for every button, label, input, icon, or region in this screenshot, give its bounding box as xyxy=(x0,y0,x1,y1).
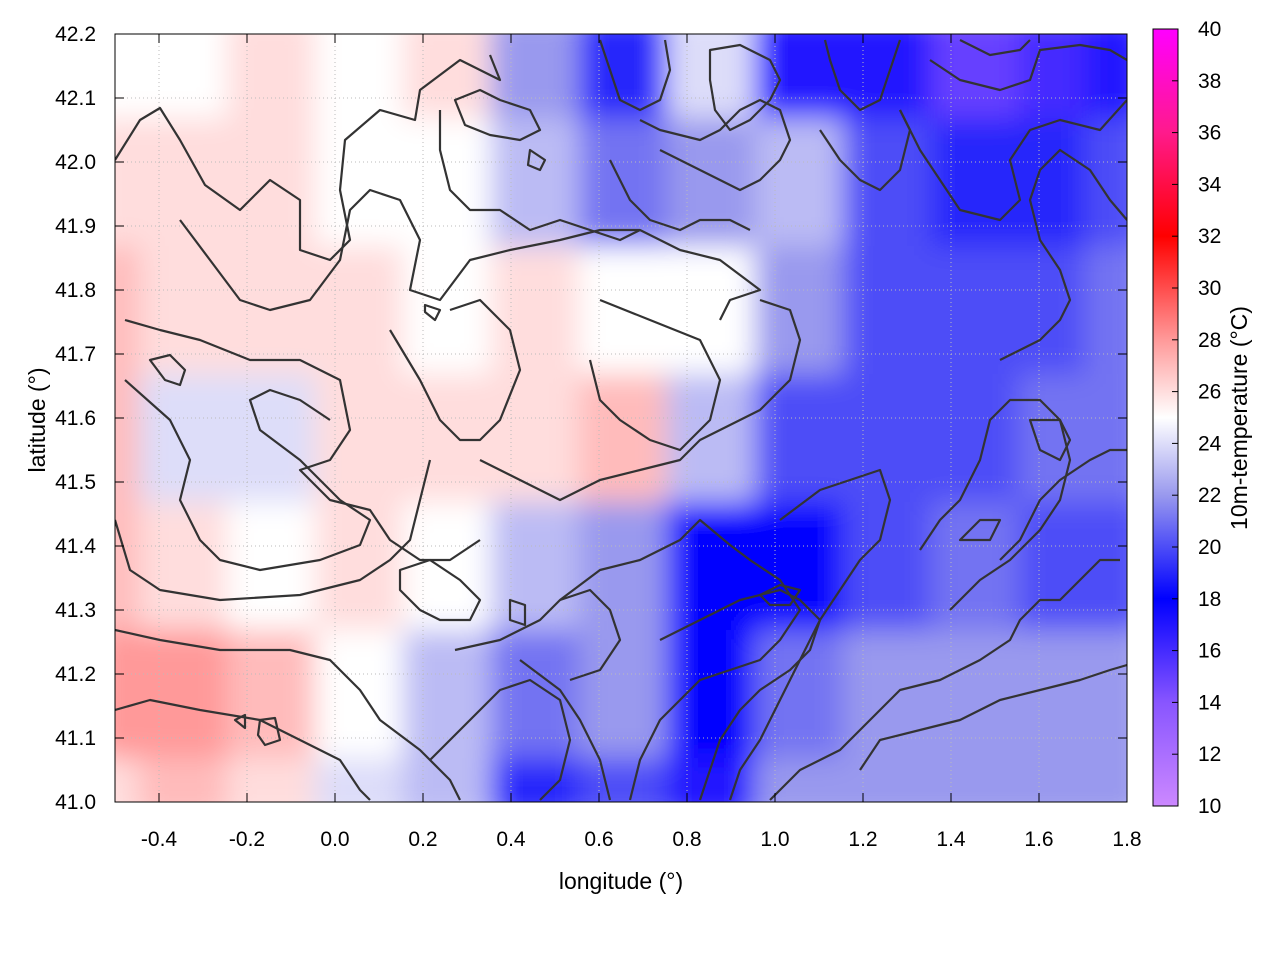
x-tick-label: 1.6 xyxy=(1024,828,1053,851)
colorbar-tick-label: 40 xyxy=(1198,18,1221,41)
contour-line xyxy=(609,159,751,232)
colorbar-tick-label: 16 xyxy=(1198,640,1221,663)
colorbar-label: 10m-temperature (°C) xyxy=(1226,306,1252,530)
contour-line xyxy=(398,558,482,622)
y-axis-label: latitude (°) xyxy=(24,367,50,472)
contour-line xyxy=(639,98,792,192)
y-tick-label: 41.4 xyxy=(55,535,96,558)
contour-line xyxy=(454,588,622,682)
contour-line xyxy=(958,518,1002,542)
contour-line xyxy=(124,379,372,572)
y-tick-label: 41.2 xyxy=(55,663,96,686)
contour-line xyxy=(819,109,912,192)
x-tick-label: 0.8 xyxy=(672,828,701,851)
contour-line xyxy=(148,353,187,387)
y-tick-label: 42.0 xyxy=(55,151,96,174)
contour-line xyxy=(438,110,641,242)
contour-line xyxy=(659,588,822,801)
contour-line xyxy=(999,448,1127,561)
x-tick-label: -0.2 xyxy=(229,828,265,851)
colorbar-scale xyxy=(1152,28,1179,807)
colorbar-tick-label: 22 xyxy=(1198,484,1221,507)
x-tick-label: 1.0 xyxy=(760,828,789,851)
colorbar-tick-label: 20 xyxy=(1198,536,1221,559)
x-tick-label: 0.2 xyxy=(408,828,437,851)
y-tick-label: 41.9 xyxy=(55,215,96,238)
y-tick-label: 41.3 xyxy=(55,599,96,622)
contour-line xyxy=(115,459,432,602)
contour-line xyxy=(115,698,371,801)
contour-line xyxy=(559,518,802,801)
contour-line xyxy=(453,88,542,142)
x-tick-label: 0.0 xyxy=(320,828,349,851)
contour-line xyxy=(728,468,892,801)
y-tick-label: 41.0 xyxy=(55,791,96,814)
y-tick-label: 41.5 xyxy=(55,471,96,494)
contour-line xyxy=(479,298,802,502)
contour-line xyxy=(115,54,502,262)
contour-line xyxy=(598,39,672,112)
contour-line xyxy=(769,558,1120,801)
colorbar-tick-label: 24 xyxy=(1198,432,1222,455)
contour-line xyxy=(233,713,247,730)
colorbar-tick-label: 10 xyxy=(1198,795,1221,818)
contour-line xyxy=(508,598,527,627)
contour-line xyxy=(823,39,902,112)
y-tick-label: 41.8 xyxy=(55,279,96,302)
contour-line xyxy=(859,663,1127,771)
contour-line xyxy=(256,716,282,747)
grid-lines xyxy=(115,34,1127,802)
x-tick-label: 1.4 xyxy=(936,828,966,851)
colorbar: 10 12 14 16 18 20 22 24 26 28 30 32 34 36 38 40 xyxy=(1152,18,1222,818)
x-tick-label: 0.4 xyxy=(496,828,526,851)
contour-line xyxy=(999,148,1127,361)
contour-line xyxy=(899,99,1127,222)
contour-line xyxy=(1028,418,1072,462)
contour-line xyxy=(588,298,722,452)
y-axis: 41.0 41.1 41.2 41.3 41.4 41.5 41.6 41.7 41.8 41.9… xyxy=(55,23,1127,814)
heatmap-field xyxy=(115,34,1127,802)
colorbar-tick-label: 34 xyxy=(1198,173,1222,196)
x-axis-label: longitude (°) xyxy=(559,868,683,894)
contour-line xyxy=(179,188,762,321)
contour-line xyxy=(929,43,1127,92)
contour-line xyxy=(526,148,547,172)
colorbar-tick-label: 32 xyxy=(1198,225,1221,248)
plot-area xyxy=(115,34,1127,802)
x-tick-label: 0.6 xyxy=(584,828,613,851)
x-axis: -0.4 -0.2 0.0 0.2 0.4 0.6 0.8 1.0 1.2 1.4 1.6 1.8 xyxy=(141,34,1142,851)
contour-line xyxy=(423,303,442,322)
x-tick-label: 1.8 xyxy=(1112,828,1141,851)
colorbar-tick-label: 14 xyxy=(1198,691,1222,714)
colorbar-tick-label: 28 xyxy=(1198,329,1221,352)
contour-line xyxy=(708,43,782,132)
y-tick-label: 42.1 xyxy=(55,87,96,110)
colorbar-tick-label: 18 xyxy=(1198,588,1221,611)
contour-line xyxy=(429,678,572,801)
colorbar-tick-label: 26 xyxy=(1198,381,1221,404)
colorbar-tick-label: 36 xyxy=(1198,122,1221,145)
x-tick-label: 1.2 xyxy=(848,828,877,851)
contour-line xyxy=(959,39,1031,57)
contour-line xyxy=(124,318,481,562)
contour-lines xyxy=(115,39,1127,801)
x-tick-label: -0.4 xyxy=(141,828,178,851)
contour-line xyxy=(758,583,802,607)
y-tick-label: 41.7 xyxy=(55,343,96,366)
colorbar-tick-label: 12 xyxy=(1198,743,1221,766)
y-tick-label: 41.6 xyxy=(55,407,96,430)
colorbar-tick-label: 30 xyxy=(1198,277,1221,300)
contour-line xyxy=(389,298,522,442)
heat-cell xyxy=(1085,34,1127,118)
y-tick-label: 42.2 xyxy=(55,23,96,46)
y-tick-label: 41.1 xyxy=(55,727,96,750)
colorbar-tick-label: 38 xyxy=(1198,70,1221,93)
contour-line xyxy=(519,659,612,801)
contour-line xyxy=(115,628,461,801)
